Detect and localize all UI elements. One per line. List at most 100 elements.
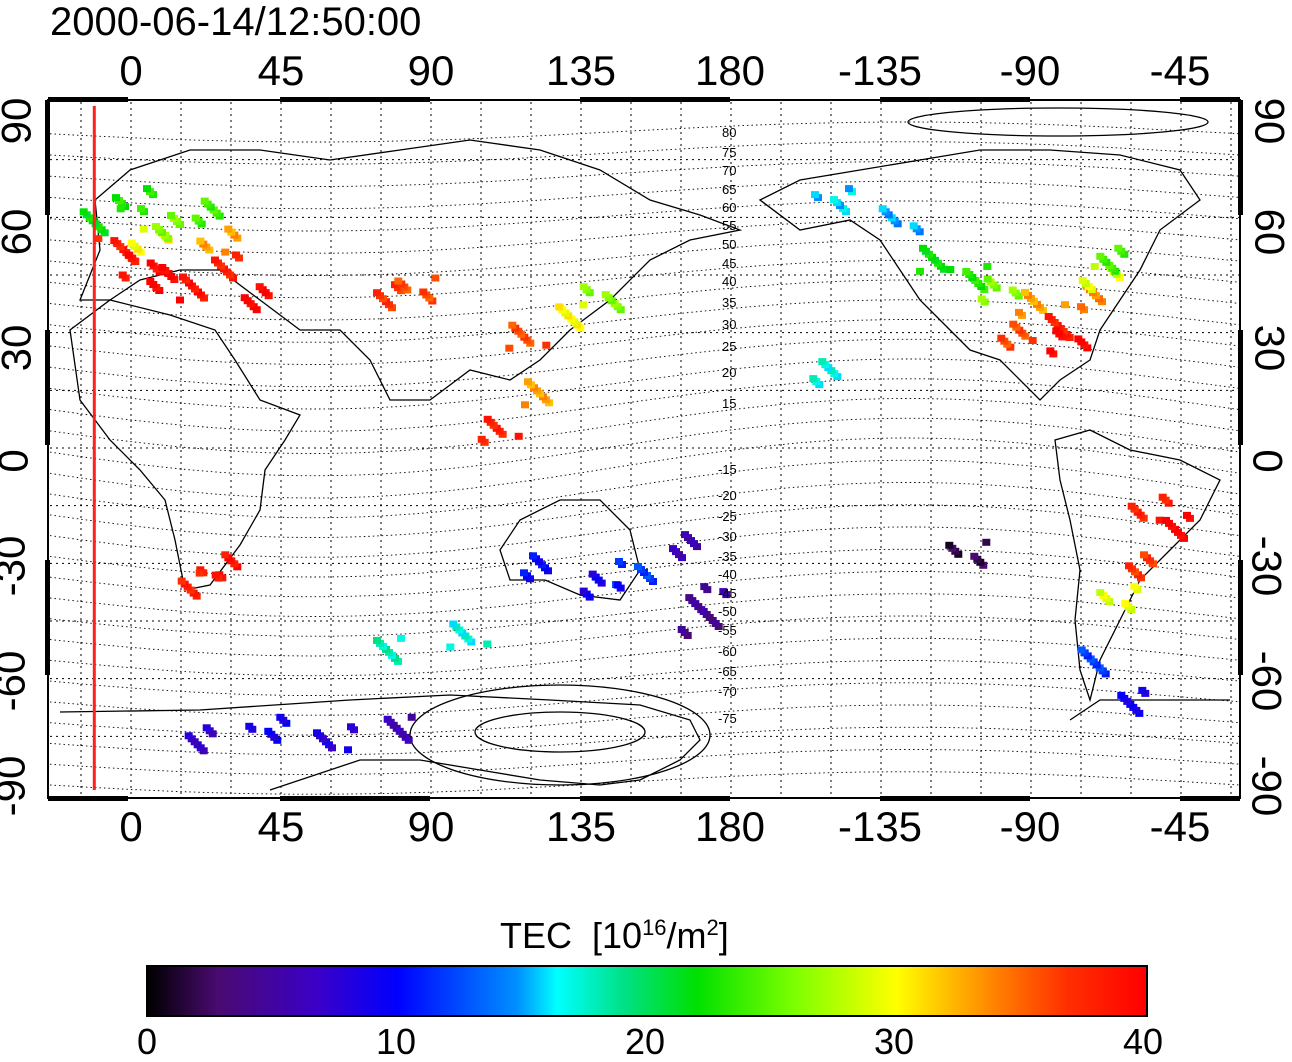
- mlat-contour: [49, 637, 1241, 677]
- tec-cluster: [977, 275, 1023, 306]
- tec-point: [397, 634, 405, 642]
- tec-cluster: [446, 620, 492, 651]
- tec-point: [601, 291, 610, 299]
- tec-cluster: [1046, 327, 1092, 358]
- tec-point: [373, 636, 381, 644]
- colorbar-tick: 20: [624, 1021, 666, 1062]
- lon-label-bottom: 90: [407, 803, 455, 850]
- tec-cluster: [1162, 511, 1194, 542]
- tec-point: [158, 264, 167, 271]
- mlat-contour: [49, 437, 1241, 499]
- mlat-label: -65: [718, 664, 737, 679]
- tec-point: [615, 558, 623, 565]
- tec-point: [818, 358, 827, 366]
- tec-point: [983, 275, 992, 283]
- lon-label-bottom: -135: [837, 803, 923, 850]
- tec-cluster: [1125, 551, 1157, 582]
- mlat-label: 80: [722, 125, 737, 140]
- lon-label-bottom: 45: [257, 803, 305, 850]
- mlat-label: -35: [718, 549, 737, 564]
- tec-cluster: [373, 281, 405, 312]
- mlat-label: 70: [722, 163, 737, 178]
- tec-point: [407, 713, 416, 721]
- tec-point: [200, 197, 209, 205]
- mlat-label: -20: [718, 488, 737, 503]
- colorbar-unit-exp2: 2: [706, 915, 719, 940]
- tec-cluster: [505, 321, 551, 352]
- mlat-label: 30: [722, 317, 737, 332]
- tec-point: [1130, 583, 1139, 591]
- tec-point: [1138, 686, 1147, 694]
- mlat-contour: [49, 240, 1241, 276]
- tec-point: [152, 223, 160, 230]
- mlat-label: -15: [718, 462, 737, 477]
- mlat-contour: [49, 526, 1241, 578]
- tec-cluster: [1127, 493, 1173, 524]
- tec-cluster: [196, 225, 242, 256]
- tec-point: [962, 268, 971, 275]
- mlat-contour: [49, 220, 1241, 254]
- lon-label-bottom: -45: [1149, 803, 1211, 850]
- mlat-label: -30: [718, 529, 737, 544]
- tec-point: [167, 212, 175, 219]
- mlat-pole-contour: [409, 684, 711, 786]
- tec-point: [1121, 600, 1130, 608]
- tec-cluster: [579, 283, 625, 314]
- tec-cluster: [1096, 583, 1142, 614]
- tec-cluster: [1015, 288, 1047, 319]
- tec-cluster: [373, 634, 405, 665]
- tec-point: [221, 248, 230, 256]
- plot-title: 2000-06-14/12:50:00: [50, 0, 422, 44]
- tec-point: [211, 571, 220, 579]
- tec-point: [685, 594, 694, 602]
- tec-point: [579, 283, 588, 291]
- lat-label-left: 0: [0, 449, 37, 472]
- border-segment: [48, 97, 128, 102]
- mlat-contour: [49, 338, 1241, 388]
- tec-point: [1140, 551, 1148, 559]
- tec-point: [477, 435, 486, 443]
- mlat-label: 40: [722, 274, 737, 289]
- tec-point: [118, 271, 127, 279]
- tec-point: [146, 259, 155, 267]
- mlat-label: -60: [718, 644, 737, 659]
- tec-point: [313, 729, 321, 737]
- graticule: [50, 102, 1240, 797]
- tec-point: [143, 185, 151, 193]
- colorbar-unit-suffix: ]: [718, 915, 729, 956]
- lat-label-left: -90: [0, 755, 34, 817]
- tec-point: [391, 281, 399, 289]
- lon-label-top: -90: [999, 47, 1061, 94]
- tec-cluster: [184, 724, 217, 755]
- tec-point: [878, 205, 887, 213]
- tec-point: [179, 273, 187, 281]
- colorbar-title-text: TEC: [500, 915, 572, 956]
- tec-point: [1074, 335, 1083, 343]
- tec-point: [945, 541, 954, 549]
- colorbar-tick: 30: [873, 1021, 915, 1062]
- mlat-label: 35: [722, 295, 737, 310]
- tec-point: [1155, 516, 1164, 524]
- tec-cluster: [520, 552, 552, 583]
- border-segment: [48, 796, 128, 801]
- colorbar-tick: 0: [136, 1021, 158, 1062]
- tec-point: [79, 208, 88, 216]
- tec-point: [811, 191, 819, 199]
- tec-point: [431, 274, 440, 282]
- border-segment: [280, 97, 430, 102]
- tec-cluster: [579, 570, 625, 601]
- tec-point: [1162, 516, 1170, 524]
- lon-label-bottom: -90: [999, 803, 1061, 850]
- tec-cluster: [1028, 313, 1074, 344]
- tec-point: [524, 378, 532, 386]
- mlat-label: -70: [718, 684, 737, 699]
- tec-point: [1077, 303, 1085, 311]
- tec-point: [1117, 691, 1126, 699]
- tec-point: [383, 715, 392, 723]
- mlat-label: 75: [722, 145, 737, 160]
- mlat-contour: [49, 615, 1241, 657]
- mlat-contour: [49, 704, 1241, 736]
- tec-point: [1044, 313, 1053, 320]
- tec-point: [176, 296, 184, 304]
- border-segment: [45, 100, 50, 215]
